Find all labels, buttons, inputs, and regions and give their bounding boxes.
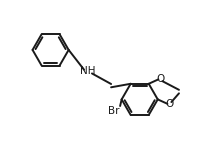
Text: NH: NH — [80, 66, 96, 76]
Text: O: O — [165, 99, 173, 109]
Text: O: O — [156, 74, 164, 84]
Text: Br: Br — [108, 106, 120, 116]
